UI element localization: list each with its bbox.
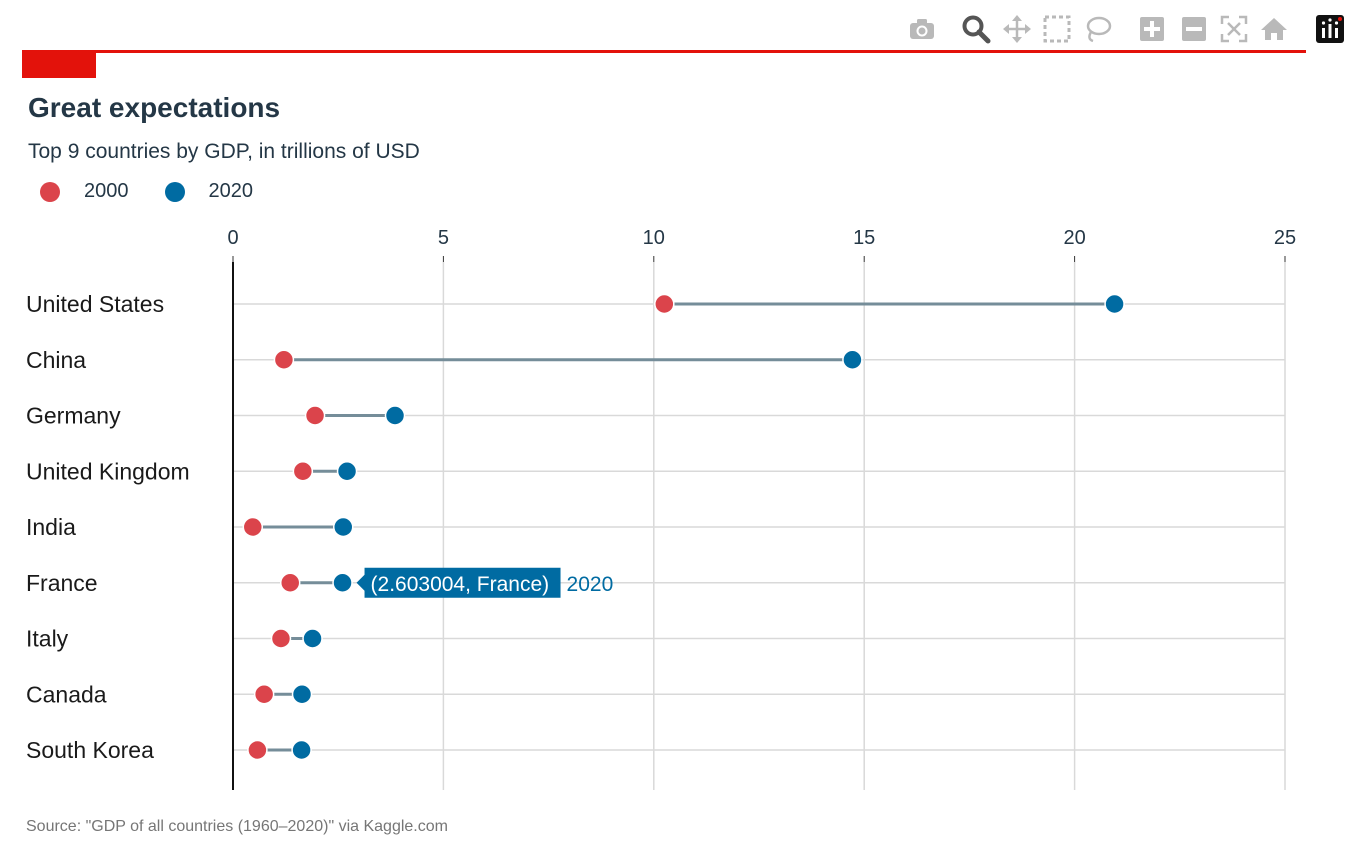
legend: 2000 2020 (40, 180, 289, 203)
zoom-in-icon[interactable] (1135, 12, 1169, 46)
point-2000-germany (304, 405, 326, 426)
x-tick-label: 10 (643, 227, 665, 249)
zoom-out-icon[interactable] (1177, 12, 1211, 46)
point-2020-china (842, 349, 863, 370)
point-2020-canada (291, 684, 313, 705)
legend-label-2020: 2020 (208, 180, 254, 202)
lasso-select-icon[interactable] (1081, 12, 1115, 46)
point-2000-china (273, 349, 295, 370)
header-red-tab (22, 50, 96, 78)
y-tick-label: China (26, 347, 86, 373)
y-tick-label: United States (26, 291, 164, 317)
point-2000-india (242, 516, 264, 538)
legend-label-2000: 2000 (84, 180, 129, 202)
legend-marker-2000 (40, 181, 60, 202)
point-2020-united-states (1104, 293, 1125, 315)
legend-item-2000[interactable]: 2000 (40, 180, 129, 203)
pan-icon[interactable] (1000, 12, 1034, 46)
reset-axes-icon[interactable] (1257, 12, 1291, 46)
legend-marker-2020 (164, 181, 185, 202)
y-tick-label: India (26, 514, 76, 540)
point-2020-united-kingdom (336, 461, 358, 482)
point-2020-germany (384, 405, 406, 426)
x-tick-label: 5 (438, 227, 449, 249)
point-2000-canada (253, 684, 275, 705)
x-tick-label: 15 (853, 227, 875, 249)
zoom-icon[interactable] (959, 12, 993, 46)
point-2000-italy (270, 628, 292, 649)
plotly-logo-icon[interactable] (1313, 12, 1347, 46)
modebar (900, 12, 1350, 48)
tooltip-text: (2.603004, France) (371, 573, 550, 596)
point-2020-india (332, 516, 354, 538)
chart-title: Great expectations (28, 92, 281, 123)
point-2000-united-states (654, 293, 675, 315)
y-tick-label: Canada (26, 681, 107, 707)
point-2000-united-kingdom (292, 461, 314, 482)
point-2000-south-korea (247, 739, 268, 761)
chart-subtitle: Top 9 countries by GDP, in trillions of … (28, 140, 420, 163)
y-tick-label: Italy (26, 626, 69, 652)
tooltip-series: 2020 (567, 573, 614, 596)
legend-item-2020[interactable]: 2020 (164, 180, 254, 203)
x-tick-label: 20 (1063, 227, 1085, 249)
source-note: Source: "GDP of all countries (1960–2020… (26, 818, 448, 835)
point-2020-france (332, 572, 353, 593)
header-rule (22, 50, 1306, 53)
y-tick-label: France (26, 570, 98, 596)
y-tick-label: Germany (26, 403, 121, 429)
point-2020-south-korea (291, 739, 312, 761)
tooltip-box (356, 567, 561, 598)
point-2000-france (279, 572, 301, 593)
x-tick-label: 0 (227, 227, 238, 249)
point-2020-italy (302, 628, 323, 649)
y-tick-label: South Korea (26, 737, 154, 763)
autoscale-icon[interactable] (1217, 12, 1251, 46)
camera-icon[interactable] (905, 12, 939, 46)
y-tick-label: United Kingdom (26, 458, 190, 484)
x-tick-label: 25 (1274, 227, 1296, 249)
box-select-icon[interactable] (1040, 12, 1074, 46)
